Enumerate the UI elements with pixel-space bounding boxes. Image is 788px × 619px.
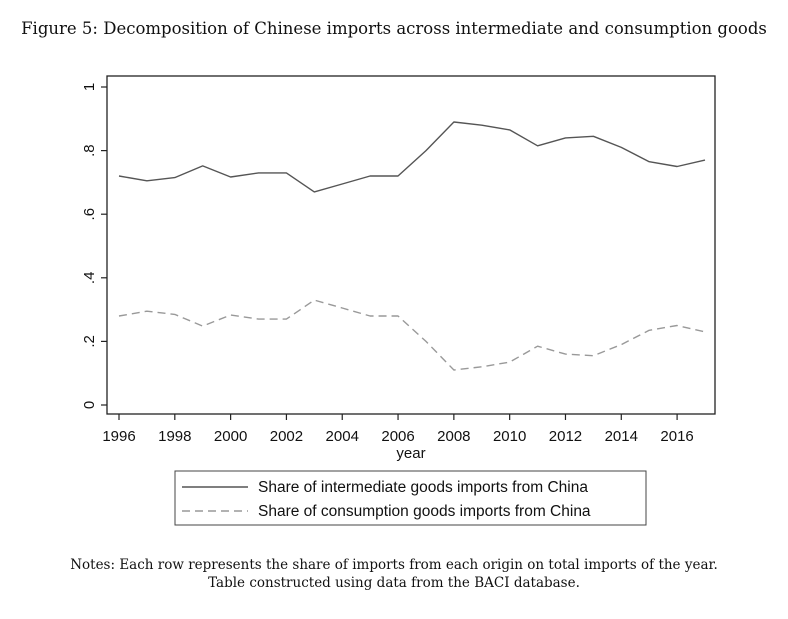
page-title: Figure 5: Decomposition of Chinese impor… — [21, 19, 767, 38]
x-tick-label: 2012 — [549, 428, 582, 445]
figure-notes: Notes: Each row represents the share of … — [0, 556, 788, 592]
notes-line-2: Table constructed using data from the BA… — [208, 575, 580, 591]
y-tick-label: 0 — [81, 401, 98, 409]
x-tick-label: 2006 — [381, 428, 414, 445]
y-axis: 0 .2 .4 .6 .8 1 — [81, 83, 107, 409]
legend-label-consumption: Share of consumption goods imports from … — [258, 503, 591, 520]
x-axis-label: year — [396, 445, 425, 462]
y-tick-label: 1 — [81, 83, 98, 91]
x-tick-label: 2004 — [326, 428, 359, 445]
x-tick-label: 2016 — [660, 428, 693, 445]
series-line-consumption — [118, 299, 706, 371]
notes-line-1: Notes: Each row represents the share of … — [70, 557, 718, 573]
x-tick-label: 1998 — [158, 428, 191, 445]
legend: Share of intermediate goods imports from… — [174, 470, 647, 526]
series-line-intermediate — [118, 121, 706, 193]
x-axis: 1996 1998 2000 2002 2004 2006 2008 2010 2012 2014… — [102, 414, 694, 445]
y-tick-label: .6 — [81, 208, 98, 221]
plot-area-frame — [106, 75, 716, 415]
x-tick-label: 2002 — [270, 428, 303, 445]
x-tick-label: 2000 — [214, 428, 247, 445]
y-tick-label: .2 — [81, 335, 98, 348]
y-tick-label: .4 — [81, 272, 98, 285]
y-tick-label: .8 — [81, 144, 98, 157]
series-group — [118, 121, 706, 371]
x-tick-label: 1996 — [102, 428, 135, 445]
legend-label-intermediate: Share of intermediate goods imports from… — [258, 479, 588, 496]
x-tick-label: 2010 — [493, 428, 526, 445]
x-tick-label: 2008 — [437, 428, 470, 445]
x-tick-label: 2014 — [605, 428, 638, 445]
legend-box — [174, 470, 647, 526]
